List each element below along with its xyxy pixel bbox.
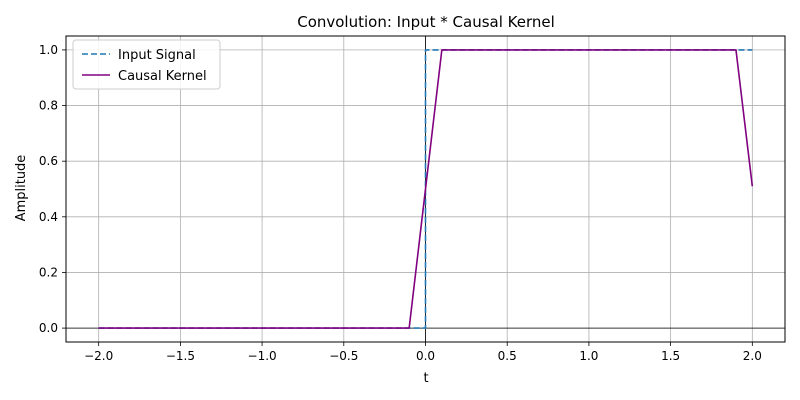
y-tick-label-0: 0.0 (39, 321, 58, 335)
x-tick-label-3: −0.5 (329, 349, 358, 363)
x-tick-label-2: −1.0 (248, 349, 277, 363)
y-axis-label: Amplitude (14, 155, 29, 222)
series-lines (98, 49, 754, 329)
legend-label-input-signal: Input Signal (118, 48, 196, 63)
x-tick-label-8: 2.0 (743, 349, 762, 363)
x-tick-label-1: −1.5 (166, 349, 195, 363)
y-tick-label-2: 0.4 (39, 210, 58, 224)
y-tick-label-1: 0.2 (39, 265, 58, 279)
x-tick-label-7: 1.5 (661, 349, 680, 363)
x-tick-label-6: 1.0 (579, 349, 598, 363)
legend: Input Signal Causal Kernel (72, 39, 221, 90)
legend-box (72, 39, 221, 90)
legend-label-causal-kernel: Causal Kernel (118, 69, 207, 84)
chart-title: Convolution: Input * Causal Kernel (297, 13, 555, 31)
x-tick-label-0: −2.0 (84, 349, 113, 363)
y-tick-label-5: 1.0 (39, 43, 58, 57)
y-tick-label-3: 0.6 (39, 154, 58, 168)
y-axis-ticks: 0.0 0.2 0.4 0.6 0.8 1.0 (39, 43, 66, 335)
x-tick-label-4: 0.0 (416, 349, 435, 363)
x-axis-label: t (423, 371, 428, 386)
y-tick-label-4: 0.8 (39, 99, 58, 113)
series-line-causal-kernel (98, 49, 754, 329)
x-axis-ticks: −2.0 −1.5 −1.0 −0.5 0.0 0.5 1.0 1.5 2.0 (84, 342, 762, 363)
x-tick-label-5: 0.5 (498, 349, 517, 363)
